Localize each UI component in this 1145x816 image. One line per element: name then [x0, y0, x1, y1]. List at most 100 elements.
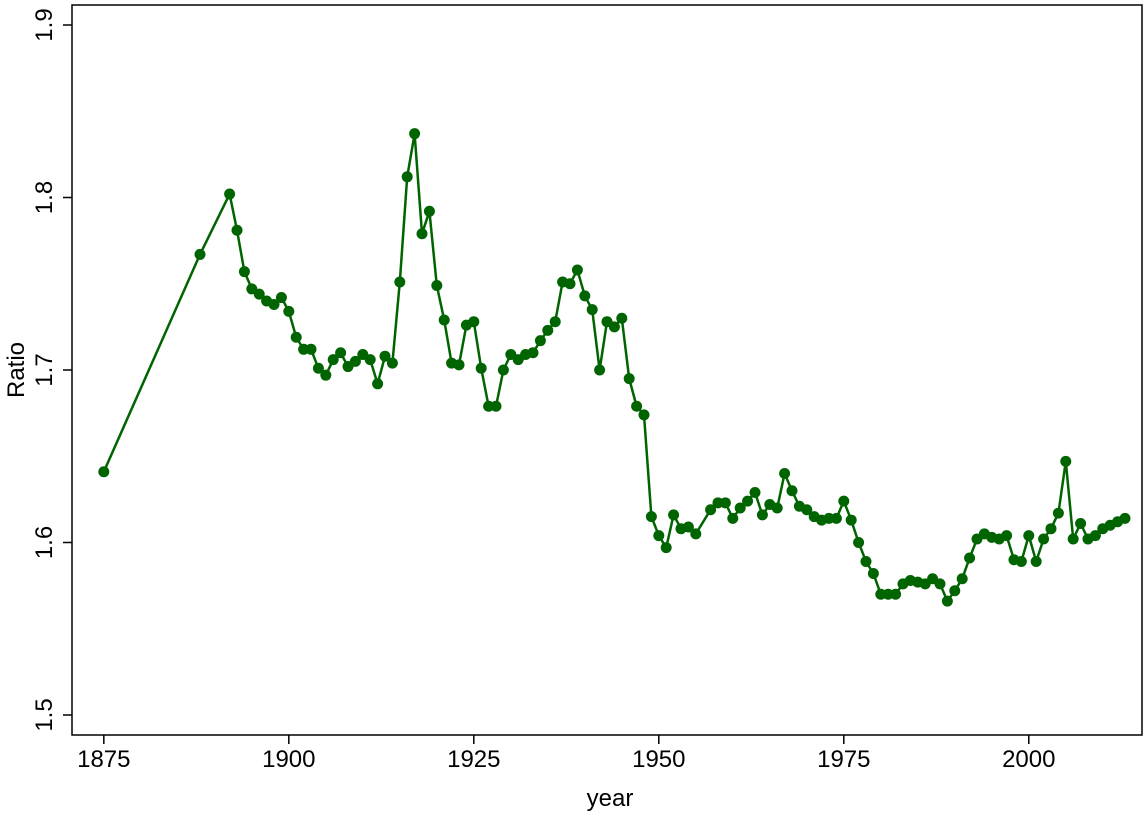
- x-tick-label: 1975: [817, 746, 870, 773]
- data-point: [468, 316, 480, 328]
- data-point: [853, 536, 865, 548]
- data-point: [845, 514, 857, 526]
- data-point: [668, 509, 680, 521]
- data-point: [1001, 530, 1013, 542]
- data-point: [527, 347, 539, 359]
- y-tick-label: 1.7: [31, 353, 58, 386]
- data-point: [594, 364, 606, 376]
- data-point: [423, 205, 435, 217]
- y-axis-label: Ratio: [3, 342, 30, 398]
- data-point: [1075, 518, 1087, 530]
- data-point: [490, 400, 502, 412]
- data-point: [231, 224, 243, 236]
- data-point: [705, 504, 717, 516]
- data-point: [771, 502, 783, 514]
- data-point: [1030, 555, 1042, 567]
- data-point: [194, 248, 206, 260]
- data-point: [312, 362, 324, 374]
- data-point: [571, 264, 583, 276]
- data-point: [956, 573, 968, 585]
- data-point: [275, 292, 287, 304]
- data-point: [682, 521, 694, 533]
- data-point: [335, 347, 347, 359]
- data-point: [1052, 507, 1064, 519]
- data-point: [1038, 533, 1050, 545]
- data-point: [890, 588, 902, 600]
- data-point: [542, 324, 554, 336]
- data-point: [416, 228, 428, 240]
- data-point: [934, 578, 946, 590]
- x-tick-label: 1925: [447, 746, 500, 773]
- data-point: [949, 585, 961, 597]
- data-point: [860, 555, 872, 567]
- data-point: [497, 364, 509, 376]
- data-point: [253, 288, 265, 300]
- data-point: [941, 595, 953, 607]
- data-point: [438, 314, 450, 326]
- data-point: [98, 466, 110, 478]
- series-line: [102, 133, 1126, 604]
- data-point: [867, 568, 879, 580]
- data-point: [401, 171, 413, 183]
- y-tick-label: 1.6: [31, 526, 58, 559]
- data-point: [690, 528, 702, 540]
- data-point: [1023, 530, 1035, 542]
- data-point: [1045, 523, 1057, 535]
- data-point: [1089, 530, 1101, 542]
- data-point: [830, 512, 842, 524]
- data-point: [964, 552, 976, 564]
- data-point: [631, 400, 643, 412]
- data-point: [653, 530, 665, 542]
- plot-frame: [71, 4, 1143, 736]
- data-point: [283, 305, 295, 317]
- x-tick-label: 1900: [262, 746, 315, 773]
- data-point: [586, 304, 598, 316]
- x-axis-label: year: [587, 785, 634, 812]
- data-point: [364, 354, 376, 366]
- data-point: [801, 504, 813, 516]
- y-tick-label: 1.5: [31, 698, 58, 731]
- data-point: [349, 355, 361, 367]
- data-point: [238, 266, 250, 278]
- data-point: [579, 290, 591, 302]
- data-point: [638, 409, 650, 421]
- data-point: [431, 279, 443, 291]
- data-point: [372, 378, 384, 390]
- data-point: [719, 497, 731, 509]
- data-point: [786, 485, 798, 497]
- data-point: [379, 350, 391, 362]
- x-tick-label: 2000: [1002, 746, 1055, 773]
- data-point: [305, 343, 317, 355]
- data-point: [549, 316, 561, 328]
- data-point: [623, 373, 635, 385]
- data-point: [616, 312, 628, 324]
- x-tick-label: 1875: [77, 746, 130, 773]
- data-point: [1015, 555, 1027, 567]
- data-point: [742, 495, 754, 507]
- data-point: [564, 278, 576, 290]
- data-point: [224, 188, 236, 200]
- y-tick-label: 1.8: [31, 181, 58, 214]
- data-point: [734, 502, 746, 514]
- data-point: [1067, 533, 1079, 545]
- data-point: [320, 369, 332, 381]
- data-point: [727, 512, 739, 524]
- data-point: [1060, 455, 1072, 467]
- data-point: [645, 511, 657, 523]
- data-point: [660, 542, 672, 554]
- data-point: [394, 276, 406, 288]
- data-point: [386, 357, 398, 369]
- data-point: [453, 359, 465, 371]
- data-point: [409, 128, 421, 140]
- data-point: [534, 335, 546, 347]
- data-point: [838, 495, 850, 507]
- data-point: [779, 467, 791, 479]
- data-point: [290, 331, 302, 343]
- data-point: [608, 321, 620, 333]
- data-point: [756, 509, 768, 521]
- y-tick-label: 1.9: [31, 8, 58, 41]
- data-point: [1119, 512, 1131, 524]
- x-tick-label: 1950: [632, 746, 685, 773]
- data-point: [475, 362, 487, 374]
